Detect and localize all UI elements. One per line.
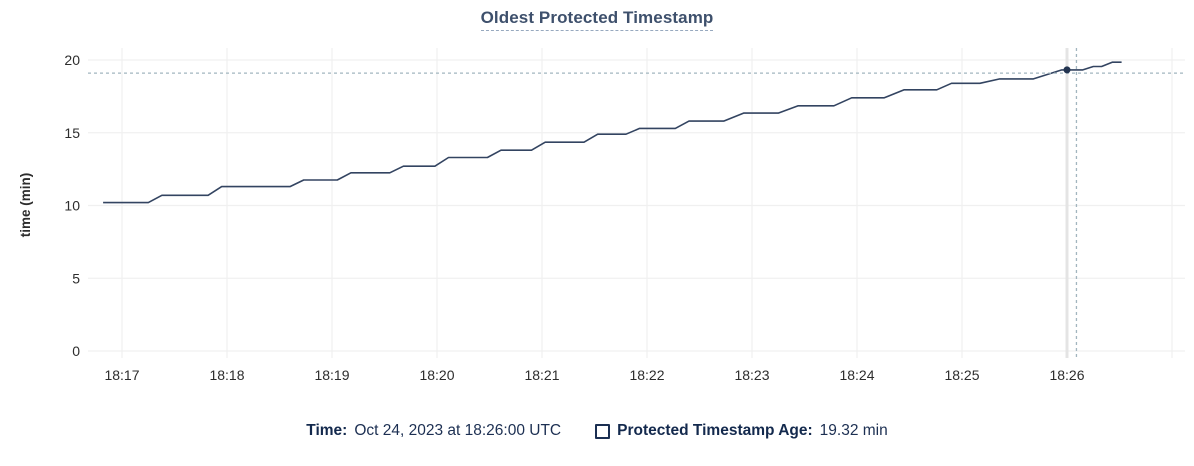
- x-tick-label: 18:26: [1049, 367, 1084, 383]
- series-line-protected-timestamp-age: [103, 61, 1122, 204]
- x-tick-label: 18:17: [104, 367, 139, 383]
- legend-series-group: Protected Timestamp Age: 19.32 min: [595, 422, 888, 440]
- y-tick-label: 15: [64, 125, 80, 141]
- x-tick-label: 18:23: [734, 367, 769, 383]
- title-row: Oldest Protected Timestamp: [0, 8, 1194, 31]
- x-tick-label: 18:20: [419, 367, 454, 383]
- chart-title[interactable]: Oldest Protected Timestamp: [480, 8, 714, 31]
- y-axis-title: time (min): [18, 173, 33, 238]
- x-tick-label: 18:25: [944, 367, 979, 383]
- chart-legend: Time: Oct 24, 2023 at 18:26:00 UTC Prote…: [0, 422, 1194, 440]
- y-tick-label: 20: [64, 52, 80, 68]
- x-tick-label: 18:22: [629, 367, 664, 383]
- x-tick-label: 18:18: [209, 367, 244, 383]
- x-tick-label: 18:19: [314, 367, 349, 383]
- y-tick-label: 0: [72, 343, 80, 359]
- legend-series-label[interactable]: Protected Timestamp Age:: [617, 422, 813, 439]
- x-tick-label: 18:24: [839, 367, 874, 383]
- legend-series-value: 19.32 min: [819, 422, 888, 439]
- y-tick-label: 10: [64, 198, 80, 214]
- chart-canvas[interactable]: 0 5 10 15 20 18:17 18:18 18:19 18:20 18:21 18:22 18…: [0, 0, 1194, 400]
- legend-time-group: Time: Oct 24, 2023 at 18:26:00 UTC: [306, 422, 561, 440]
- legend-time-value: Oct 24, 2023 at 18:26:00 UTC: [354, 422, 562, 439]
- hover-point-dot: [1063, 66, 1071, 74]
- x-tick-label: 18:21: [524, 367, 559, 383]
- legend-time-label: Time:: [306, 422, 348, 439]
- legend-series-checkbox[interactable]: [595, 423, 611, 439]
- y-tick-label: 5: [72, 270, 80, 286]
